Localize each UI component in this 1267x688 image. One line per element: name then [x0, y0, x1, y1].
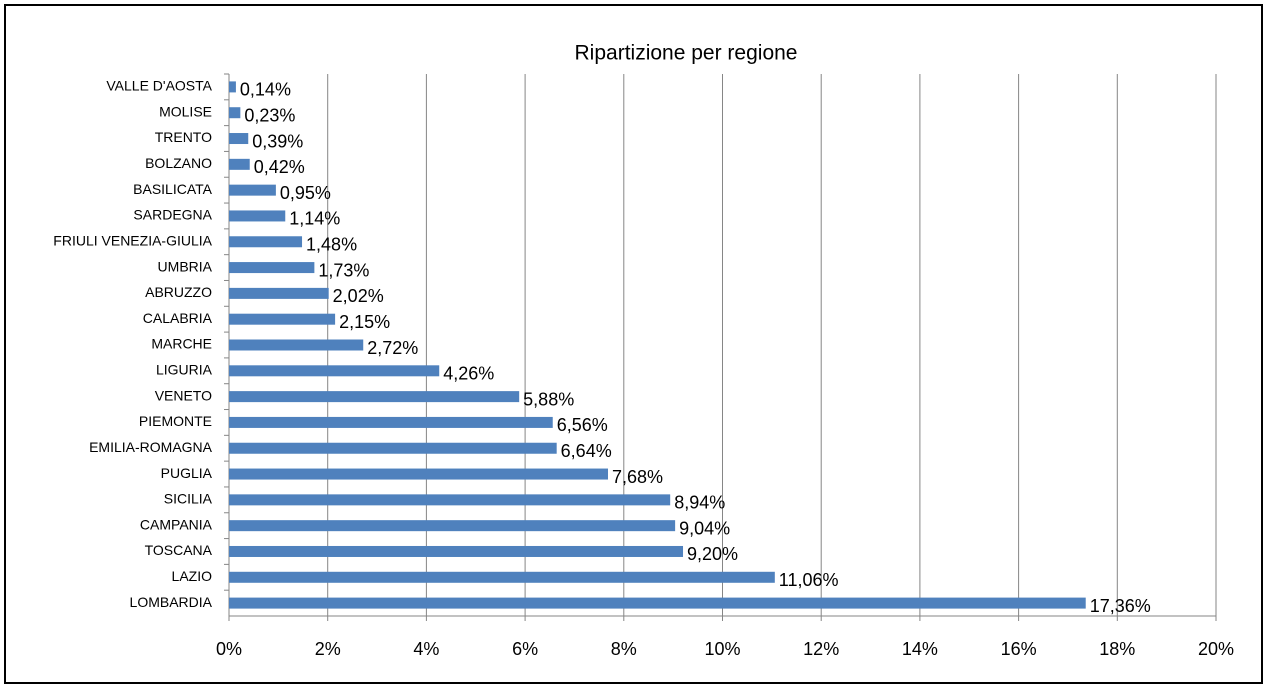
y-tick-label: BOLZANO	[145, 155, 212, 171]
value-label: 0,14%	[240, 80, 291, 100]
value-label: 1,14%	[289, 209, 340, 229]
value-label: 2,72%	[367, 338, 418, 358]
x-tick-label: 14%	[902, 639, 938, 659]
x-tick-label: 18%	[1099, 639, 1135, 659]
y-tick-label: LOMBARDIA	[130, 594, 213, 610]
y-tick-label: LIGURIA	[156, 362, 213, 378]
value-label: 2,02%	[333, 286, 384, 306]
plot: Ripartizione per regione 0% 2% 4% 6% 8% 10% 12…	[53, 42, 1234, 659]
value-label: 9,20%	[687, 544, 738, 564]
value-label: 6,64%	[561, 441, 612, 461]
chart-title: Ripartizione per regione	[575, 42, 798, 65]
y-tick-label: VALLE D'AOSTA	[106, 78, 212, 94]
bar	[229, 468, 609, 480]
value-label: 17,36%	[1090, 596, 1151, 616]
y-tick-label: FRIULI VENEZIA-GIULIA	[53, 232, 212, 248]
bar	[229, 391, 520, 403]
value-label: 1,48%	[306, 235, 357, 255]
bar	[229, 442, 557, 454]
bar	[229, 81, 236, 93]
x-tick-label: 10%	[704, 639, 740, 659]
y-tick-label: VENETO	[155, 387, 212, 403]
x-tick-label: 6%	[512, 639, 538, 659]
bar	[229, 236, 303, 248]
value-label: 0,23%	[244, 105, 295, 125]
value-label: 2,15%	[339, 312, 390, 332]
x-tick-label: 2%	[315, 639, 341, 659]
value-label: 6,56%	[557, 415, 608, 435]
y-tick-label: PIEMONTE	[139, 413, 212, 429]
y-tick-label: BASILICATA	[133, 181, 213, 197]
value-label: 1,73%	[318, 260, 369, 280]
y-tick-label: LAZIO	[172, 568, 213, 584]
bar	[229, 571, 775, 583]
value-label: 0,39%	[252, 131, 303, 151]
x-tick-label: 20%	[1198, 639, 1234, 659]
y-tick-label: CAMPANIA	[140, 516, 213, 532]
value-label: 8,94%	[674, 493, 725, 513]
value-label: 4,26%	[443, 364, 494, 384]
value-label: 5,88%	[523, 389, 574, 409]
bar	[229, 184, 276, 196]
x-tick-label: 8%	[611, 639, 637, 659]
value-label: 0,42%	[254, 157, 305, 177]
bar	[229, 287, 329, 299]
bar	[229, 520, 676, 532]
y-tick-label: EMILIA-ROMAGNA	[89, 439, 213, 455]
y-tick-label: CALABRIA	[143, 310, 213, 326]
value-label: 0,95%	[280, 183, 331, 203]
x-tick-label: 4%	[413, 639, 439, 659]
bar	[229, 365, 440, 377]
bar	[229, 339, 364, 351]
bar	[229, 416, 553, 428]
bar	[229, 158, 250, 170]
y-tick-label: MARCHE	[151, 336, 212, 352]
bar	[229, 210, 286, 222]
bar	[229, 107, 241, 119]
value-label: 7,68%	[612, 467, 663, 487]
y-tick-label: SARDEGNA	[133, 207, 212, 223]
chart-frame	[4, 4, 1263, 684]
y-tick-label: TRENTO	[155, 129, 212, 145]
bar	[229, 597, 1086, 609]
x-tick-label: 12%	[803, 639, 839, 659]
bar	[229, 545, 684, 557]
value-label: 11,06%	[779, 570, 839, 590]
bar	[229, 494, 671, 506]
y-tick-label: TOSCANA	[145, 542, 213, 558]
bar	[229, 313, 336, 325]
x-tick-label: 0%	[216, 639, 242, 659]
x-tick-label: 16%	[1001, 639, 1037, 659]
y-tick-label: SICILIA	[164, 491, 213, 507]
y-tick-label: MOLISE	[159, 103, 212, 119]
value-label: 9,04%	[679, 518, 730, 538]
y-tick-label: ABRUZZO	[145, 284, 212, 300]
y-tick-label: UMBRIA	[158, 258, 213, 274]
bar	[229, 262, 315, 274]
bar	[229, 133, 249, 145]
y-tick-label: PUGLIA	[161, 465, 213, 481]
